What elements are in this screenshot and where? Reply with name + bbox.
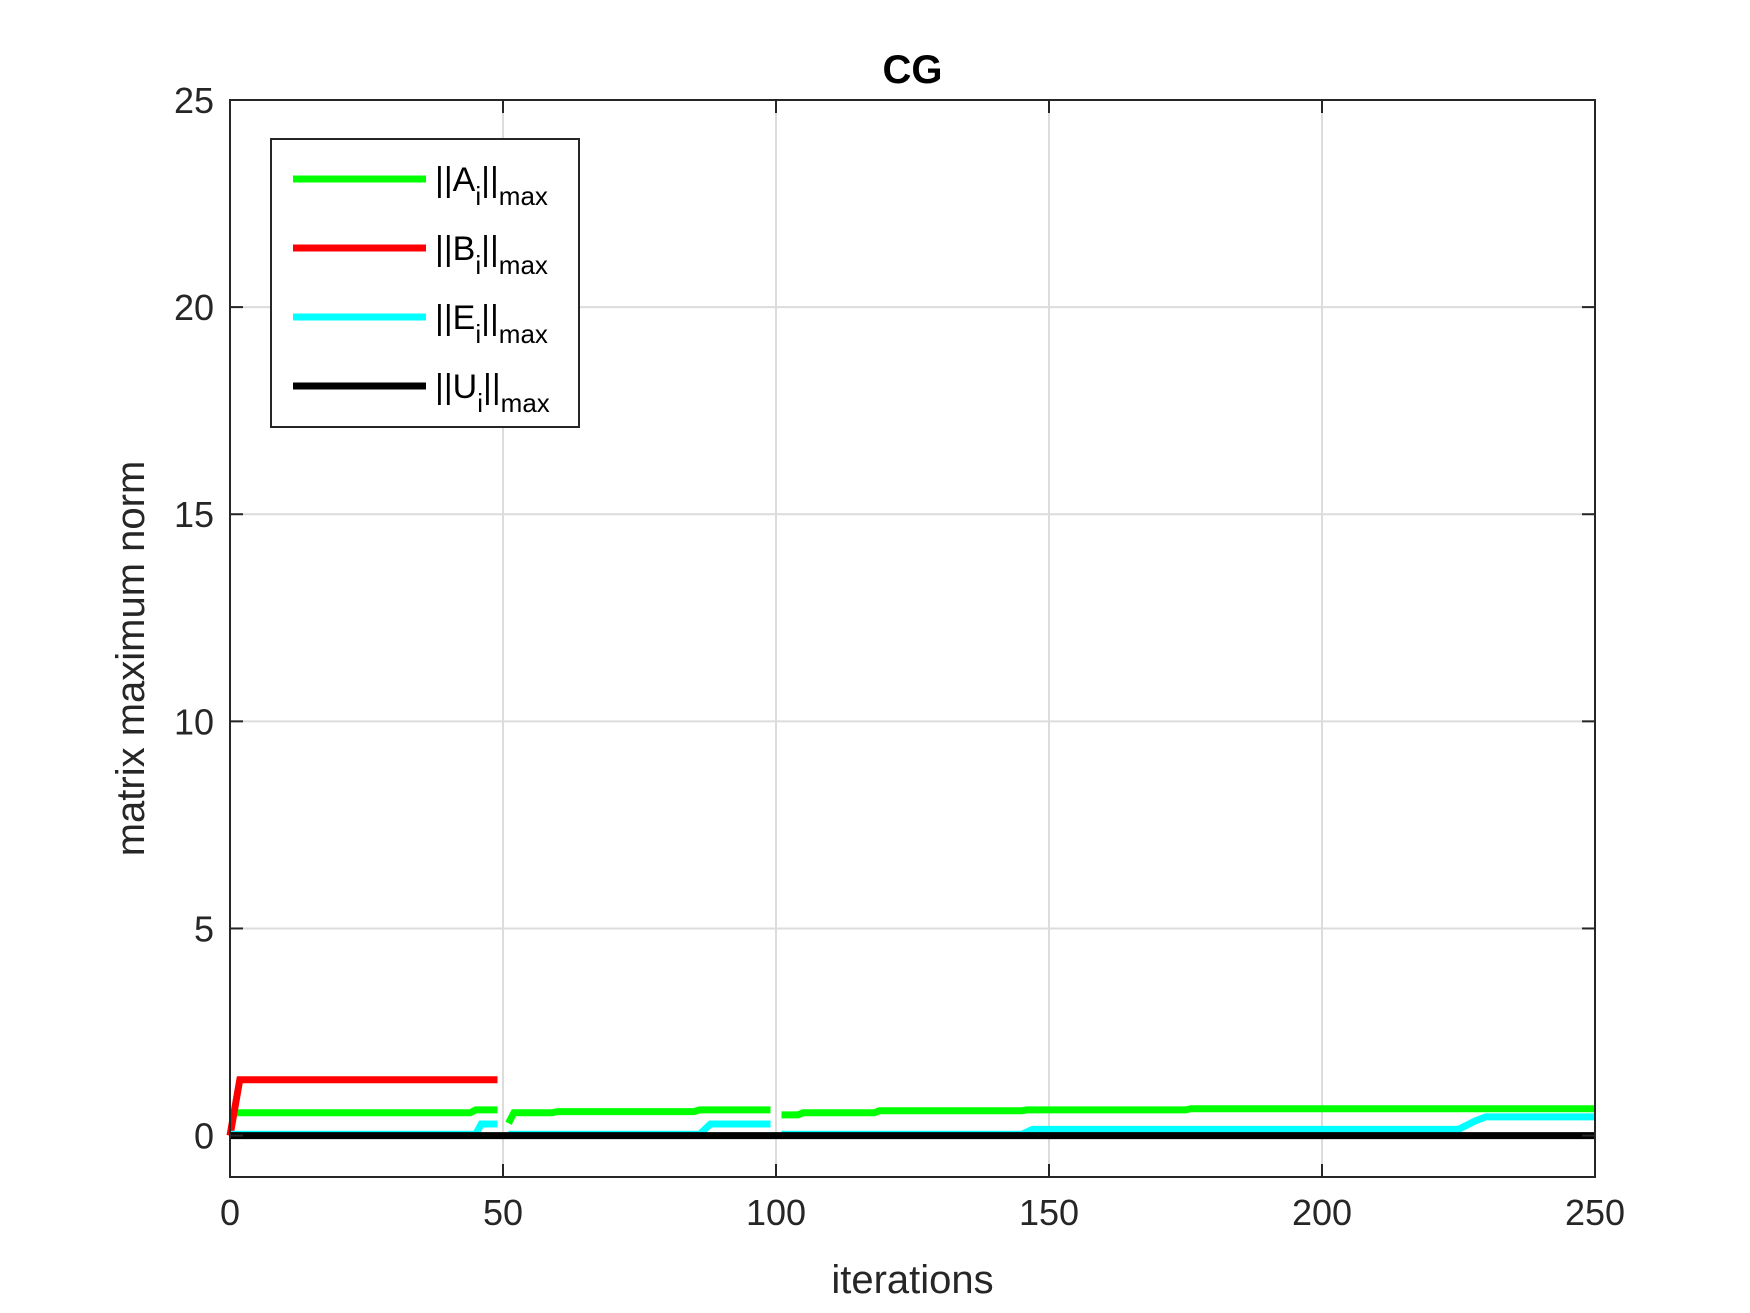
x-tick-label: 150 — [1019, 1192, 1079, 1233]
legend-box — [270, 138, 580, 428]
legend-label: ||Ui||max — [435, 368, 550, 418]
plot-frame — [229, 99, 1596, 1178]
grid — [229, 99, 1596, 1177]
x-axis-label: iterations — [831, 1258, 993, 1302]
legend-item: ||Bi||max — [293, 230, 548, 280]
ticks: 0 50 100 150 200 250 0 5 10 15 20 25 — [174, 80, 1625, 1233]
series-line — [781, 1105, 1595, 1119]
x-tick-label: 0 — [220, 1192, 240, 1233]
legend-item: ||Ai||max — [293, 161, 548, 211]
chart-title: CG — [883, 48, 943, 92]
series-a — [230, 1105, 1595, 1125]
y-tick-label: 15 — [174, 494, 214, 535]
x-tick-label: 100 — [746, 1192, 806, 1233]
series-layer — [226, 1076, 1595, 1140]
x-tick-label: 200 — [1292, 1192, 1352, 1233]
legend: ||Ai||max ||Bi||max ||Ei||max ||Ui||max — [270, 138, 580, 428]
legend-item: ||Ei||max — [293, 299, 548, 349]
x-tick-label: 50 — [483, 1192, 523, 1233]
y-tick-label: 0 — [194, 1116, 214, 1157]
legend-item: ||Ui||max — [293, 368, 550, 418]
series-line — [226, 1076, 498, 1137]
series-line — [505, 1106, 771, 1125]
x-tick-label: 250 — [1565, 1192, 1625, 1233]
y-tick-label: 20 — [174, 287, 214, 328]
legend-label: ||Ei||max — [435, 299, 548, 349]
y-tick-label: 10 — [174, 701, 214, 742]
legend-label: ||Ai||max — [435, 161, 548, 211]
y-tick-label: 25 — [174, 80, 214, 121]
y-tick-label: 5 — [194, 908, 214, 949]
series-line — [230, 1106, 498, 1117]
legend-label: ||Bi||max — [435, 230, 548, 280]
series-b — [226, 1076, 498, 1137]
y-axis-label: matrix maximum norm — [109, 461, 153, 857]
